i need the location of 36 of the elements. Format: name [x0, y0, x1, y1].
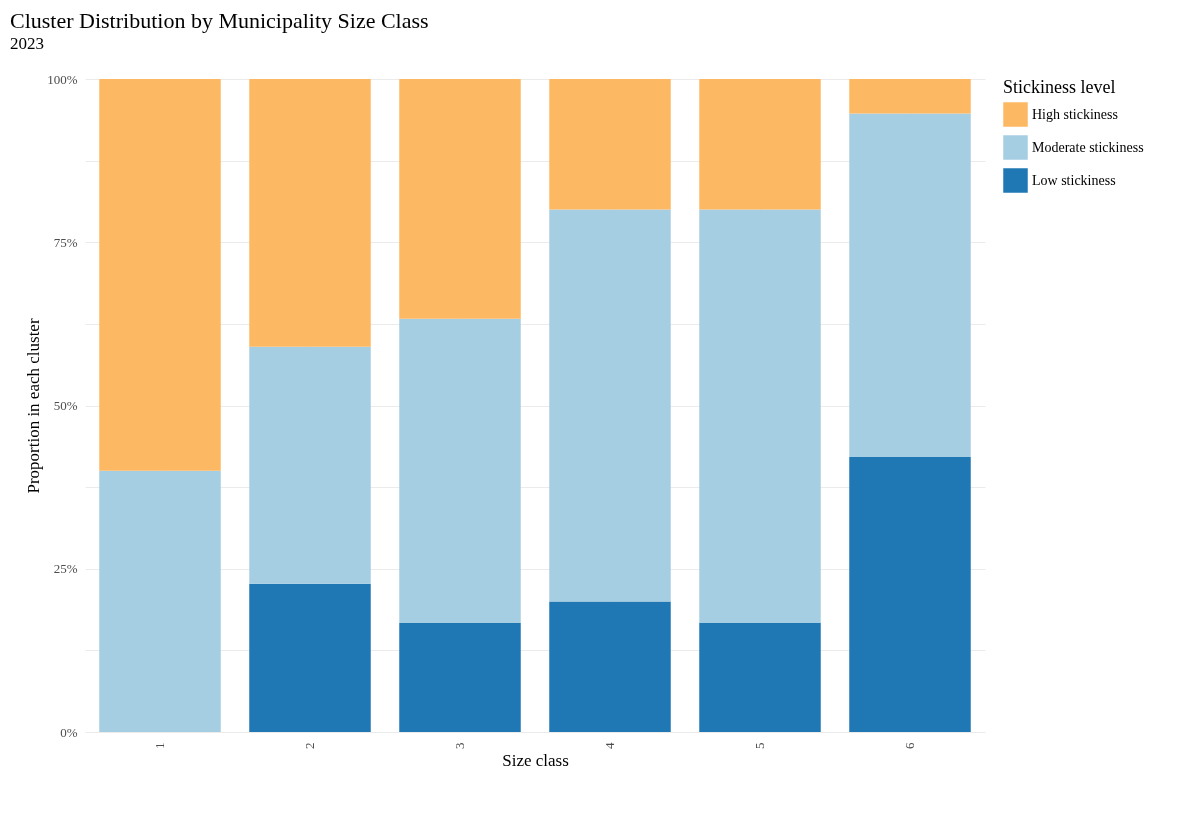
x-tick-label: 4 [602, 742, 617, 749]
y-tick-label: 0% [60, 724, 78, 740]
bar [399, 622, 521, 732]
bar [249, 79, 371, 347]
x-tick-label: 1 [152, 742, 167, 749]
y-tick-label: 50% [53, 398, 78, 413]
bar [549, 79, 671, 210]
bar [249, 583, 371, 732]
bar [399, 79, 521, 319]
legend-label: Low stickiness [1032, 172, 1116, 188]
y-tick-label: 25% [53, 561, 78, 577]
x-tick-label: 2 [302, 742, 317, 749]
bar [399, 318, 521, 623]
bar [699, 209, 821, 623]
legend-title: Stickiness level [1003, 77, 1116, 97]
bar [699, 622, 821, 732]
bar [849, 79, 971, 114]
bar [99, 79, 221, 471]
x-tick-label: 3 [452, 742, 467, 749]
x-tick-label: 5 [752, 742, 767, 749]
bar [249, 346, 371, 584]
y-tick-label: 75% [53, 234, 78, 250]
x-axis-title: Size class [502, 751, 569, 770]
bar [549, 209, 671, 602]
bar [99, 470, 221, 732]
y-axis-title: Proportion in each cluster [24, 318, 44, 494]
chart-title: Cluster Distribution by Municipality Size Class [10, 8, 429, 33]
bar [849, 113, 971, 458]
chart-subtitle: 2023 [10, 34, 44, 53]
bar [849, 457, 971, 732]
bar [699, 79, 821, 210]
legend-label: Moderate stickiness [1032, 139, 1144, 155]
x-tick-label: 6 [902, 742, 917, 749]
y-tick-label: 100% [47, 71, 78, 87]
legend-label: High stickiness [1032, 106, 1118, 122]
bar [549, 601, 671, 732]
